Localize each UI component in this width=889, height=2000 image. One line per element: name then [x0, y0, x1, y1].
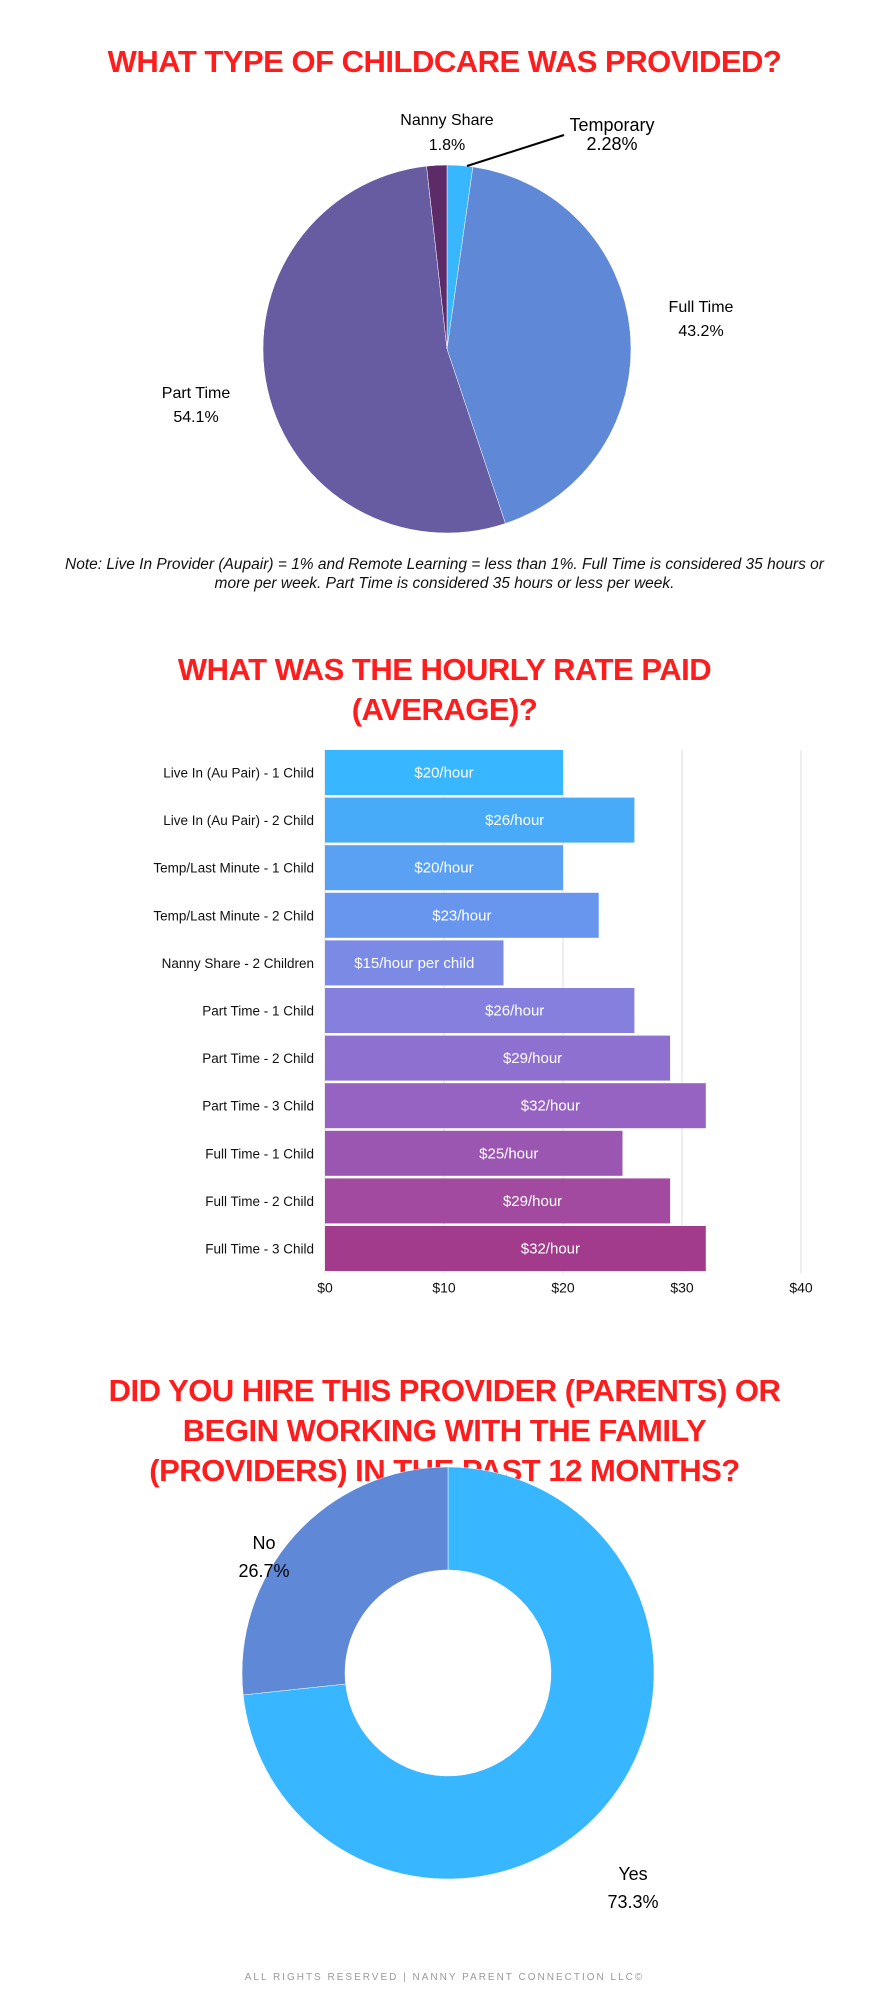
slice-yes [242, 1466, 655, 1880]
bar-live-in-au-pair-2-child [325, 797, 635, 843]
bar-data-label: $25/hour [479, 1145, 538, 1162]
hire-recent-title-line-1: DID YOU HIRE THIS PROVIDER (PARENTS) OR [108, 1373, 781, 1408]
x-tick-label: $10 [432, 1280, 456, 1296]
x-tick-label: $0 [317, 1280, 333, 1296]
slice-part-time [262, 165, 506, 534]
x-tick-label: $30 [670, 1280, 694, 1296]
nanny-share-value: 1.8% [429, 137, 465, 154]
bar-part-time-2-child [325, 1035, 671, 1081]
slice-nanny-share [426, 164, 448, 350]
childcare-type-pie-chart: Nanny Share 1.8% Temporary 2.28% Full Ti… [162, 112, 734, 534]
part-time-label: Part Time [162, 385, 231, 402]
bar-part-time-3-child [325, 1083, 706, 1129]
category-label: Full Time - 2 Child [205, 1194, 314, 1209]
bar-full-time-2-child [325, 1178, 671, 1224]
bar-data-label: $20/hour [414, 860, 473, 877]
bar-full-time-3-child [325, 1226, 706, 1271]
yes-value: 73.3% [607, 1892, 658, 1912]
hourly-rate-title-line-1: WHAT WAS THE HOURLY RATE PAID [177, 652, 712, 687]
no-label: No [252, 1533, 275, 1553]
slice-no [241, 1466, 449, 1696]
hourly-rate-bar-chart: Live In (Au Pair) - 1 Child $20/hour Live … [153, 750, 813, 1296]
category-label: Full Time - 3 Child [205, 1242, 314, 1257]
category-label: Live In (Au Pair) - 1 Child [163, 766, 314, 781]
hourly-rate-title-line-2: (AVERAGE)? [351, 692, 538, 727]
bar-data-label: $26/hour [485, 812, 544, 829]
bar-data-label: $32/hour [521, 1098, 580, 1115]
hire-recent-donut-chart: No 26.7% Yes 73.3% [238, 1466, 659, 1912]
bar-data-label: $23/hour [432, 907, 491, 924]
footer-copyright: ALL RIGHTS RESERVED | NANNY PARENT CONNE… [244, 1972, 645, 1983]
childcare-type-title: WHAT TYPE OF CHILDCARE WAS PROVIDED? [107, 44, 782, 79]
x-tick-label: $40 [789, 1280, 813, 1296]
bar-data-label: $15/hour per child [354, 955, 474, 972]
bar-nanny-share-2-children [325, 940, 504, 986]
category-label: Full Time - 1 Child [205, 1146, 314, 1161]
temporary-label: Temporary [569, 115, 654, 135]
full-time-label: Full Time [669, 299, 734, 316]
category-label: Part Time - 1 Child [202, 1004, 314, 1019]
category-label: Part Time - 2 Child [202, 1051, 314, 1066]
nanny-share-label: Nanny Share [400, 112, 493, 129]
x-tick-label: $20 [551, 1280, 575, 1296]
temporary-value: 2.28% [586, 134, 637, 154]
hire-recent-title-line-2: BEGIN WORKING WITH THE FAMILY [182, 1413, 707, 1448]
bar-part-time-1-child [325, 988, 635, 1033]
bar-data-label: $29/hour [503, 1050, 562, 1067]
bar-data-label: $32/hour [521, 1241, 580, 1258]
full-time-value: 43.2% [678, 323, 723, 340]
temporary-leader-line [466, 134, 565, 167]
category-label: Temp/Last Minute - 2 Child [153, 908, 314, 923]
bar-data-label: $26/hour [485, 1003, 544, 1020]
part-time-value: 54.1% [173, 409, 218, 426]
slice-full-time [446, 166, 632, 524]
yes-label: Yes [618, 1864, 647, 1884]
bar-data-label: $20/hour [414, 765, 473, 782]
bar-live-in-au-pair-1-child [325, 750, 563, 795]
category-label: Part Time - 3 Child [202, 1099, 314, 1114]
category-label: Nanny Share - 2 Children [162, 956, 314, 971]
no-value: 26.7% [238, 1561, 289, 1581]
bar-full-time-1-child [325, 1130, 623, 1176]
bar-temp-last-minute-2-child [325, 892, 599, 938]
bar-data-label: $29/hour [503, 1193, 562, 1210]
category-label: Live In (Au Pair) - 2 Child [163, 813, 314, 828]
chart-note: Note: Live In Provider (Aupair) = 1% and… [65, 556, 824, 592]
category-label: Temp/Last Minute - 1 Child [153, 861, 314, 876]
bar-temp-last-minute-1-child [325, 845, 563, 891]
hourly-rate-title: WHAT WAS THE HOURLY RATE PAID (AVERAGE)? [0, 650, 889, 730]
